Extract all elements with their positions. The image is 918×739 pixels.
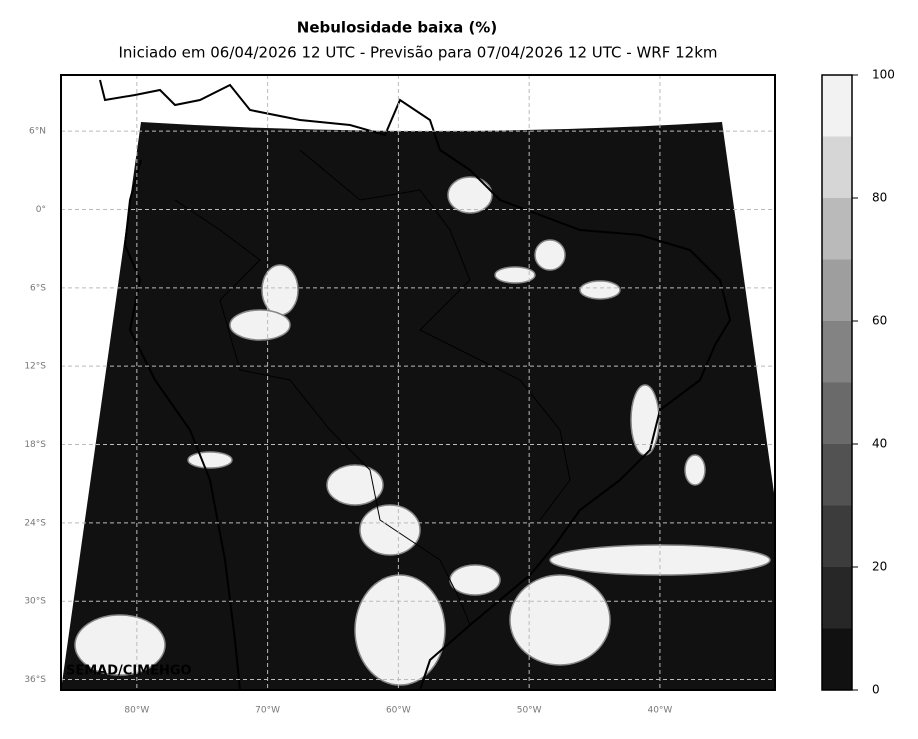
colorbar-tick-label: 0 — [872, 683, 880, 697]
lat-label: 6°N — [29, 127, 46, 137]
lat-label: 36°S — [24, 675, 46, 685]
lon-label: 50°W — [517, 706, 542, 716]
coastlines — [99, 79, 732, 691]
colorbar-band — [822, 444, 852, 506]
colorbar-tick-label: 20 — [872, 560, 887, 574]
lon-label: 40°W — [647, 706, 672, 716]
lat-label: 30°S — [24, 597, 46, 607]
colorbar-band — [822, 505, 852, 567]
colorbar-band — [822, 628, 852, 690]
colorbar-band — [822, 382, 852, 444]
lon-label: 70°W — [255, 706, 280, 716]
lat-label: 12°S — [24, 362, 46, 372]
colorbar-band — [822, 136, 852, 198]
watermark: SEMAD/CIMEHGO — [66, 664, 192, 679]
colorbar-tick-label: 60 — [872, 314, 887, 328]
lon-label: 60°W — [386, 706, 411, 716]
colorbar-frame — [821, 74, 853, 691]
map: SEMAD/CIMEHGO — [60, 74, 776, 691]
colorbar-band — [822, 75, 852, 137]
lat-label: 24°S — [24, 518, 46, 528]
map-frame — [60, 74, 776, 691]
borders — [174, 149, 571, 626]
colorbar-tick-label: 80 — [872, 191, 887, 205]
colorbar-band — [822, 321, 852, 383]
lon-label: 80°W — [124, 706, 149, 716]
lat-label: 6°S — [30, 283, 46, 293]
colorbar-tick-label: 100 — [872, 68, 895, 82]
colorbar-band — [822, 567, 852, 629]
colorbar-band — [822, 259, 852, 321]
colorbar-tick-label: 40 — [872, 437, 887, 451]
lat-label: 18°S — [24, 440, 46, 450]
subtitle: Iniciado em 06/04/2026 12 UTC - Previsão… — [118, 44, 717, 62]
colorbar-band — [822, 198, 852, 260]
colorbar: 0 20 40 60 80 100 — [821, 68, 895, 697]
title: Nebulosidade baixa (%) — [297, 19, 497, 37]
lat-label: 0° — [36, 205, 46, 215]
